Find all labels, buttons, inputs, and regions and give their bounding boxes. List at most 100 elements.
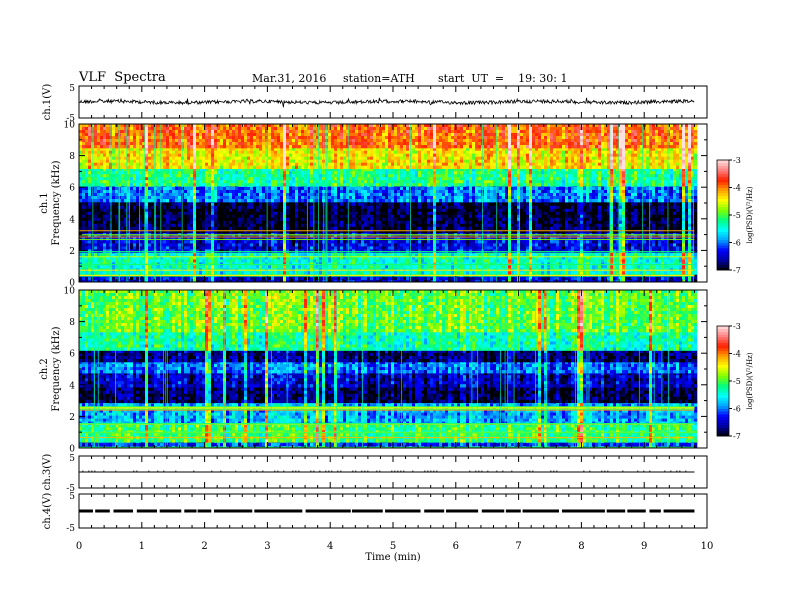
ch2-spectrogram-colorbar-tick-label: -7 — [733, 432, 741, 441]
ch2-spectrogram-ytick-label: 2 — [69, 413, 75, 423]
ch1-spectrogram-colorbar-cell — [717, 248, 729, 252]
ch4-waveform-trace-segment — [522, 509, 559, 513]
ch1-spectrogram-colorbar-cell — [717, 190, 729, 194]
ch2-spectrogram-colorbar-cell — [717, 356, 729, 360]
x-tick-label: 10 — [701, 541, 714, 552]
ch1-spectrogram-colorbar-cell — [717, 267, 729, 271]
start-time-label: start UT = 19: 30: 1 — [438, 72, 568, 85]
ch1-spectrogram-ylabel: ch.1 — [39, 192, 50, 214]
x-tick-label: 9 — [641, 541, 647, 552]
ch3-waveform-ytick-label: 5 — [69, 454, 75, 464]
ch1-spectrogram-colorbar-cell — [717, 234, 729, 238]
ch2-spectrogram-colorbar-tick-label: -5 — [733, 377, 741, 386]
x-tick-label: 8 — [578, 541, 584, 552]
ch1-spectrogram-colorbar-cell — [717, 242, 729, 246]
ch2-spectrogram-colorbar-cell — [717, 425, 729, 429]
ch4-waveform-trace-segment — [184, 509, 197, 513]
ch2-spectrogram-colorbar-cell — [717, 392, 729, 396]
ch3-waveform-ylabel: ch.3(V) — [42, 454, 53, 491]
ch1-spectrogram-colorbar-cell — [717, 168, 729, 172]
ch2-spectrogram-colorbar-cell — [717, 394, 729, 398]
ch1-spectrogram-colorbar-cell — [717, 182, 729, 186]
ch2-spectrogram-colorbar-cell — [717, 326, 729, 330]
ch4-waveform-trace-segment — [424, 509, 445, 513]
ch2-spectrogram-colorbar-cell — [717, 372, 729, 376]
ch2-spectrogram-colorbar-cell — [717, 375, 729, 379]
ch2-spectrogram-colorbar-cell — [717, 397, 729, 401]
ch3-waveform-ytick-label: -5 — [66, 484, 75, 494]
ch1-spectrogram-colorbar-cell — [717, 220, 729, 224]
date-label: Mar.31, 2016 — [252, 72, 326, 85]
ch2-spectrogram-colorbar-cell — [717, 408, 729, 412]
ch1-spectrogram-colorbar-cell — [717, 165, 729, 169]
ch1-spectrogram-colorbar-cell — [717, 237, 729, 241]
ch2-spectrogram-colorbar-cell — [717, 328, 729, 332]
ch1-spectrogram-colorbar-tick-label: -3 — [733, 156, 741, 165]
ch1-spectrogram-colorbar-cell — [717, 264, 729, 268]
ch4-waveform-trace-segment — [305, 509, 351, 513]
x-tick-label: 6 — [453, 541, 459, 552]
ch1-spectrogram-colorbar-cell — [717, 193, 729, 197]
ch2-spectrogram-ytick-label: 10 — [64, 287, 76, 297]
ch1-spectrogram-colorbar-label: log(PSD)(V²/Hz) — [746, 186, 754, 243]
ch2-spectrogram-colorbar-cell — [717, 405, 729, 409]
x-tick-label: 4 — [327, 541, 333, 552]
ch1-spectrogram-colorbar-cell — [717, 228, 729, 232]
ch2-spectrogram-colorbar-cell — [717, 386, 729, 390]
ch2-spectrogram-colorbar-cell — [717, 353, 729, 357]
ch4-waveform-trace-segment — [562, 509, 605, 513]
ch1-spectrogram-colorbar-cell — [717, 239, 729, 243]
x-tick-label: 2 — [201, 541, 207, 552]
ch2-spectrogram-colorbar-cell — [717, 422, 729, 426]
ch1-spectrogram-colorbar-tick-label: -7 — [733, 266, 741, 275]
ch2-spectrogram-colorbar-cell — [717, 416, 729, 420]
ch2-spectrogram-colorbar-cell — [717, 383, 729, 387]
ch2-spectrogram-colorbar-cell — [717, 419, 729, 423]
ch4-waveform-ylabel: ch.4(V) — [42, 493, 53, 530]
ch4-waveform-trace-segment — [627, 509, 646, 513]
ch2-spectrogram-ytick-label: 8 — [69, 318, 75, 328]
ch1-waveform-ytick-label: -5 — [66, 114, 75, 124]
ch1-spectrogram-colorbar-cell — [717, 215, 729, 219]
ch2-spectrogram-colorbar-tick-label: -4 — [733, 350, 741, 359]
x-tick-label: 1 — [139, 541, 145, 552]
ch2-spectrogram-colorbar-cell — [717, 367, 729, 371]
ch4-waveform-trace-segment — [159, 509, 182, 513]
ch4-waveform-trace-segment — [351, 509, 383, 513]
ch4-waveform-trace-segment — [663, 509, 695, 513]
ch2-spectrogram-colorbar-cell — [717, 348, 729, 352]
ch1-spectrogram-colorbar-cell — [717, 179, 729, 183]
ch4-waveform-trace-segment — [254, 509, 303, 513]
ch1-spectrogram-colorbar-cell — [717, 171, 729, 175]
ch1-spectrogram-ytick-label: 10 — [64, 121, 76, 131]
ch4-waveform-trace-segment — [385, 509, 421, 513]
ch2-spectrogram-colorbar-cell — [717, 381, 729, 385]
ch2-spectrogram-colorbar-cell — [717, 427, 729, 431]
ch1-spectrogram-colorbar-cell — [717, 176, 729, 180]
ch2-spectrogram-colorbar-label: log(PSD)(V²/Hz) — [746, 352, 754, 409]
ch1-spectrogram-colorbar-cell — [717, 204, 729, 208]
ch2-spectrogram-colorbar-cell — [717, 361, 729, 365]
ch1-spectrogram-ylabel-frequency: Frequency (kHz) — [51, 160, 62, 245]
ch4-waveform-trace-segment — [79, 509, 93, 513]
ch1-spectrogram-colorbar-cell — [717, 256, 729, 260]
ch2-spectrogram-colorbar-cell — [717, 433, 729, 437]
station-label: station=ATH — [343, 72, 415, 85]
ch2-spectrogram-colorbar-cell — [717, 359, 729, 363]
ch2-spectrogram-ytick-label: 4 — [69, 381, 75, 391]
ch4-waveform-trace-segment — [197, 509, 212, 513]
ch1-spectrogram-ytick-label: 4 — [69, 215, 75, 225]
ch1-waveform-ylabel: ch.1(V) — [42, 84, 53, 121]
ch2-spectrogram-colorbar-cell — [717, 389, 729, 393]
ch2-spectrogram-colorbar-cell — [717, 414, 729, 418]
ch2-spectrogram-ytick-label: 6 — [69, 350, 75, 360]
ch1-waveform-ytick-label: 5 — [69, 84, 75, 94]
ch2-spectrogram-colorbar-cell — [717, 403, 729, 407]
ch4-waveform-ytick-label: 5 — [69, 492, 75, 502]
ch2-spectrogram-colorbar-cell — [717, 430, 729, 434]
x-tick-label: 3 — [264, 541, 270, 552]
ch4-waveform-trace-segment — [136, 509, 158, 513]
ch2-spectrogram-colorbar-tick-label: -6 — [733, 405, 741, 414]
ch4-waveform-trace-segment — [606, 509, 626, 513]
ch2-spectrogram-image — [79, 290, 698, 448]
